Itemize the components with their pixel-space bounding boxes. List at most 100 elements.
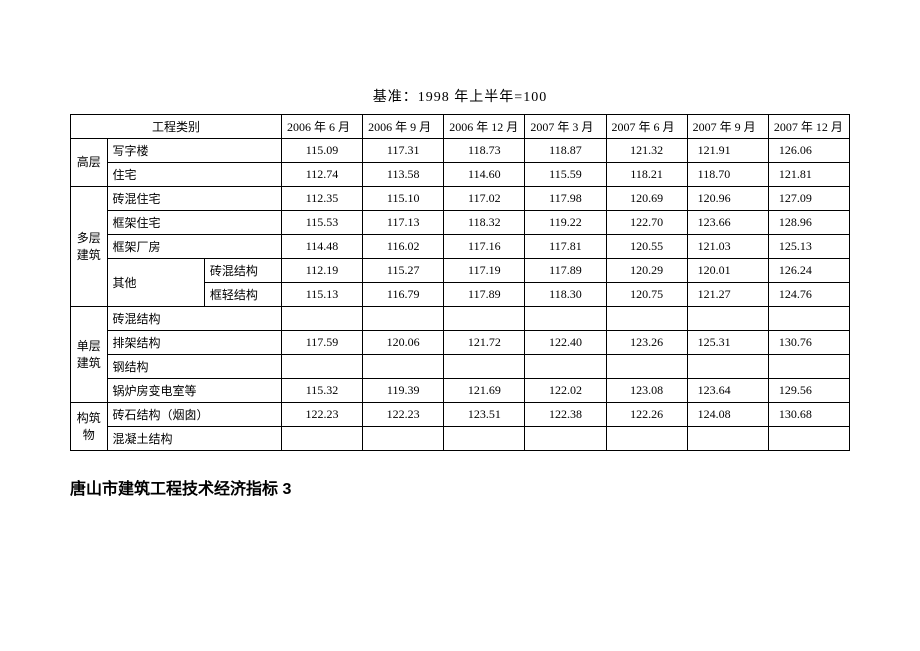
data-cell: 121.72 bbox=[444, 331, 525, 355]
data-cell: 119.22 bbox=[525, 211, 606, 235]
data-cell: 117.89 bbox=[525, 259, 606, 283]
data-cell bbox=[768, 355, 849, 379]
group-label: 多层建筑 bbox=[71, 187, 108, 307]
data-cell: 117.19 bbox=[444, 259, 525, 283]
row-label: 砖混结构 bbox=[107, 307, 281, 331]
data-cell bbox=[687, 355, 768, 379]
data-cell: 117.89 bbox=[444, 283, 525, 307]
section-heading: 唐山市建筑工程技术经济指标 3 bbox=[70, 475, 850, 499]
data-cell: 115.27 bbox=[363, 259, 444, 283]
index-table: 工程类别 2006 年 6 月 2006 年 9 月 2006 年 12 月 2… bbox=[70, 114, 850, 451]
data-cell: 122.23 bbox=[281, 403, 362, 427]
data-cell: 117.59 bbox=[281, 331, 362, 355]
table-row: 住宅 112.74 113.58 114.60 115.59 118.21 11… bbox=[71, 163, 850, 187]
row-label: 框架住宅 bbox=[107, 211, 281, 235]
data-cell: 122.23 bbox=[363, 403, 444, 427]
data-cell bbox=[687, 307, 768, 331]
data-cell: 121.27 bbox=[687, 283, 768, 307]
data-cell: 118.73 bbox=[444, 139, 525, 163]
row-label: 锅炉房变电室等 bbox=[107, 379, 281, 403]
data-cell: 126.24 bbox=[768, 259, 849, 283]
data-cell: 130.68 bbox=[768, 403, 849, 427]
data-cell: 121.81 bbox=[768, 163, 849, 187]
data-cell: 123.66 bbox=[687, 211, 768, 235]
group-label: 高层 bbox=[71, 139, 108, 187]
data-cell: 112.35 bbox=[281, 187, 362, 211]
data-cell: 117.81 bbox=[525, 235, 606, 259]
table-row: 钢结构 bbox=[71, 355, 850, 379]
data-cell: 120.06 bbox=[363, 331, 444, 355]
data-cell bbox=[525, 427, 606, 451]
data-cell: 115.59 bbox=[525, 163, 606, 187]
row-label: 砖石结构（烟囱） bbox=[107, 403, 281, 427]
data-cell: 121.91 bbox=[687, 139, 768, 163]
data-cell: 117.31 bbox=[363, 139, 444, 163]
data-cell: 120.55 bbox=[606, 235, 687, 259]
data-cell: 116.02 bbox=[363, 235, 444, 259]
header-category: 工程类别 bbox=[71, 115, 282, 139]
data-cell: 122.40 bbox=[525, 331, 606, 355]
data-cell: 117.16 bbox=[444, 235, 525, 259]
data-cell: 114.48 bbox=[281, 235, 362, 259]
header-period: 2006 年 6 月 bbox=[281, 115, 362, 139]
data-cell: 117.13 bbox=[363, 211, 444, 235]
data-cell: 122.70 bbox=[606, 211, 687, 235]
data-cell: 118.87 bbox=[525, 139, 606, 163]
table-row: 排架结构 117.59 120.06 121.72 122.40 123.26 … bbox=[71, 331, 850, 355]
data-cell: 123.26 bbox=[606, 331, 687, 355]
data-cell: 125.31 bbox=[687, 331, 768, 355]
data-cell bbox=[444, 307, 525, 331]
row-label: 框架厂房 bbox=[107, 235, 281, 259]
table-row: 单层建筑 砖混结构 bbox=[71, 307, 850, 331]
data-cell bbox=[525, 307, 606, 331]
data-cell: 113.58 bbox=[363, 163, 444, 187]
data-cell bbox=[768, 307, 849, 331]
data-cell: 115.32 bbox=[281, 379, 362, 403]
data-cell: 112.74 bbox=[281, 163, 362, 187]
data-cell: 120.96 bbox=[687, 187, 768, 211]
data-cell: 117.98 bbox=[525, 187, 606, 211]
data-cell: 123.64 bbox=[687, 379, 768, 403]
data-cell: 123.08 bbox=[606, 379, 687, 403]
table-caption: 基准：1998 年上半年=100 bbox=[70, 86, 850, 106]
header-period: 2007 年 6 月 bbox=[606, 115, 687, 139]
data-cell: 120.75 bbox=[606, 283, 687, 307]
data-cell: 122.02 bbox=[525, 379, 606, 403]
data-cell: 118.70 bbox=[687, 163, 768, 187]
data-cell: 126.06 bbox=[768, 139, 849, 163]
data-cell: 118.32 bbox=[444, 211, 525, 235]
table-row: 框架住宅 115.53 117.13 118.32 119.22 122.70 … bbox=[71, 211, 850, 235]
data-cell: 125.13 bbox=[768, 235, 849, 259]
data-cell: 122.38 bbox=[525, 403, 606, 427]
group-label: 单层建筑 bbox=[71, 307, 108, 403]
data-cell bbox=[687, 427, 768, 451]
row-label: 混凝土结构 bbox=[107, 427, 281, 451]
data-cell: 129.56 bbox=[768, 379, 849, 403]
data-cell: 124.76 bbox=[768, 283, 849, 307]
table-row: 构筑物 砖石结构（烟囱） 122.23 122.23 123.51 122.38… bbox=[71, 403, 850, 427]
row-label: 排架结构 bbox=[107, 331, 281, 355]
data-cell: 121.32 bbox=[606, 139, 687, 163]
data-cell: 118.21 bbox=[606, 163, 687, 187]
header-period: 2006 年 9 月 bbox=[363, 115, 444, 139]
header-period: 2007 年 9 月 bbox=[687, 115, 768, 139]
table-row: 多层建筑 砖混住宅 112.35 115.10 117.02 117.98 12… bbox=[71, 187, 850, 211]
data-cell bbox=[768, 427, 849, 451]
data-cell: 124.08 bbox=[687, 403, 768, 427]
data-cell bbox=[606, 307, 687, 331]
data-cell: 115.10 bbox=[363, 187, 444, 211]
data-cell: 114.60 bbox=[444, 163, 525, 187]
table-row: 锅炉房变电室等 115.32 119.39 121.69 122.02 123.… bbox=[71, 379, 850, 403]
data-cell bbox=[363, 355, 444, 379]
table-header-row: 工程类别 2006 年 6 月 2006 年 9 月 2006 年 12 月 2… bbox=[71, 115, 850, 139]
row-label: 钢结构 bbox=[107, 355, 281, 379]
data-cell: 118.30 bbox=[525, 283, 606, 307]
data-cell bbox=[281, 427, 362, 451]
header-period: 2007 年 12 月 bbox=[768, 115, 849, 139]
row-label: 住宅 bbox=[107, 163, 281, 187]
data-cell: 112.19 bbox=[281, 259, 362, 283]
data-cell bbox=[363, 427, 444, 451]
data-cell bbox=[281, 355, 362, 379]
header-period: 2007 年 3 月 bbox=[525, 115, 606, 139]
data-cell bbox=[606, 427, 687, 451]
